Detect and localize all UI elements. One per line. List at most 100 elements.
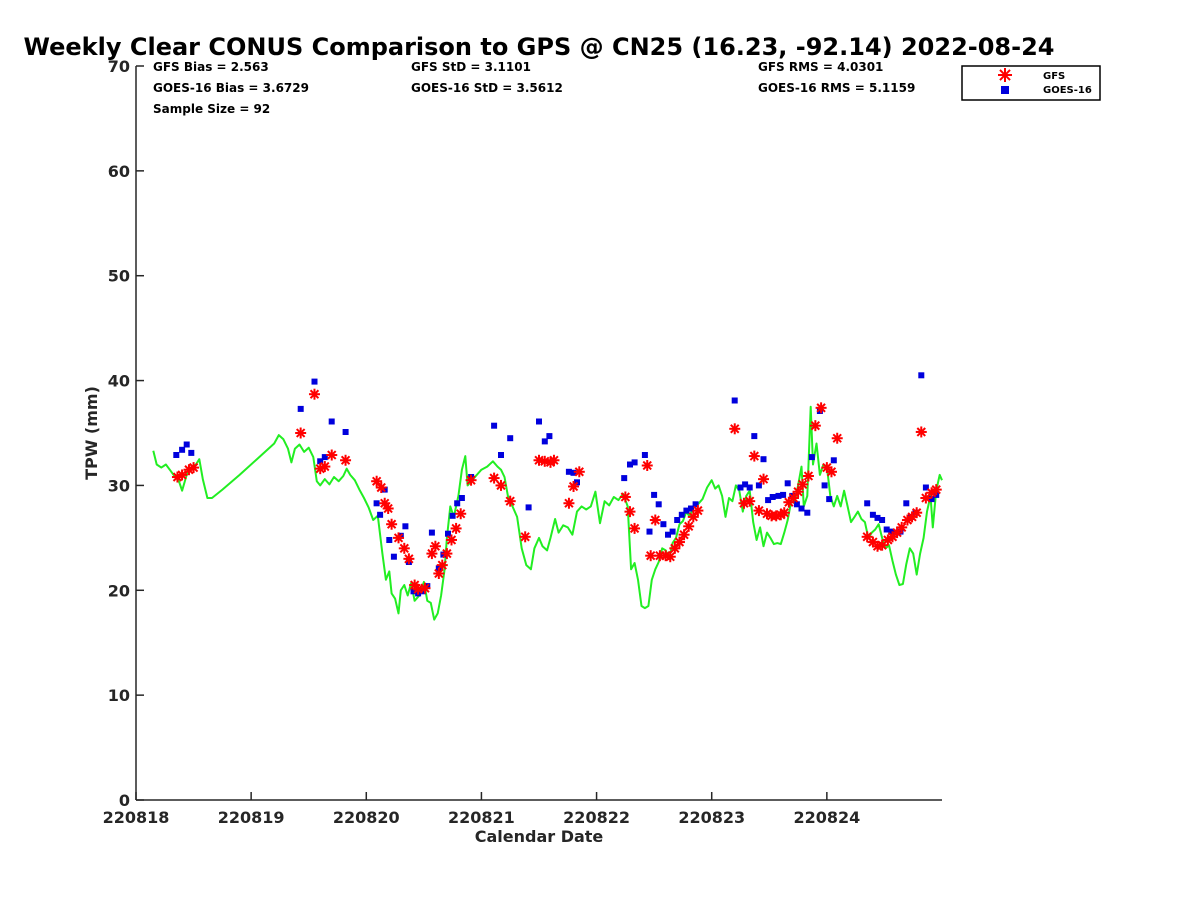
y-tick-label: 20 — [108, 581, 130, 600]
y-tick-label: 30 — [108, 476, 130, 495]
asterisk-stroke — [660, 551, 671, 561]
stat-goes-bias: GOES-16 Bias = 3.6729 — [153, 81, 309, 95]
y-tick-label: 50 — [108, 267, 130, 286]
gfs-point — [295, 427, 307, 439]
gfs-point — [450, 522, 462, 534]
asterisk-stroke — [754, 505, 764, 516]
y-tick-label: 60 — [108, 162, 130, 181]
gfs-point — [792, 486, 804, 498]
goes-point — [445, 530, 451, 537]
goes-point — [864, 500, 871, 507]
gfs-point — [308, 388, 320, 400]
asterisk-stroke — [376, 482, 386, 493]
goes-point — [688, 505, 694, 512]
goes-point — [922, 484, 929, 491]
legend-goes-square-icon — [1001, 86, 1009, 94]
goes-point — [674, 517, 681, 523]
goes-point — [428, 529, 435, 536]
gfs-point — [619, 491, 631, 503]
gfs-point — [382, 502, 394, 514]
asterisk-stroke — [674, 537, 685, 547]
stat-gfs-std: GFS StD = 3.1101 — [411, 60, 531, 74]
goes-point — [525, 504, 532, 511]
goes-point — [651, 491, 658, 498]
gfs-point — [649, 514, 661, 526]
gfs-point — [445, 534, 457, 546]
x-tick-label: 220818 — [103, 808, 170, 827]
asterisk-stroke — [810, 420, 821, 431]
goes-point — [627, 461, 633, 468]
asterisk-stroke — [758, 474, 769, 484]
asterisk-stroke — [912, 508, 922, 518]
legend-gfs-asterisk-icon — [998, 68, 1012, 82]
goes-point — [631, 459, 638, 466]
gfs-point — [692, 505, 704, 517]
gfs-point — [673, 536, 685, 548]
gfs-point — [403, 553, 415, 565]
asterisk-stroke — [832, 433, 842, 443]
goes-point — [183, 441, 190, 448]
legend-gfs-asterisk — [998, 68, 1012, 82]
asterisk-stroke — [434, 568, 444, 579]
y-tick-label: 10 — [108, 686, 130, 705]
asterisk-stroke — [650, 515, 660, 525]
goes-point — [410, 588, 417, 595]
gfs-point — [645, 550, 657, 562]
asterisk-stroke — [177, 470, 187, 480]
gfs-point — [371, 475, 383, 487]
goes-point — [769, 494, 776, 500]
asterisk-stroke — [549, 455, 559, 465]
goes-point — [869, 511, 876, 518]
chart-title: Weekly Clear CONUS Comparison to GPS @ C… — [24, 33, 1055, 61]
stat-gfs-bias: GFS Bias = 2.563 — [153, 60, 269, 74]
y-tick-label: 40 — [108, 372, 130, 391]
gfs-point — [758, 473, 770, 485]
asterisk-stroke — [779, 508, 789, 518]
goes-point — [808, 454, 815, 461]
asterisk-stroke — [730, 424, 740, 434]
asterisk-stroke — [442, 548, 452, 559]
gfs-point — [687, 511, 699, 523]
x-tick-label: 220819 — [218, 808, 285, 827]
legend-box — [961, 65, 1101, 101]
goes-point — [742, 481, 749, 488]
asterisk-stroke — [564, 498, 574, 508]
asterisk-stroke — [320, 461, 330, 472]
goes-point — [390, 553, 397, 560]
goes-point — [660, 521, 667, 528]
asterisk-stroke — [413, 584, 423, 594]
goes-point — [641, 452, 648, 458]
y-axis-label: TPW (mm) — [82, 386, 101, 480]
gfs-point — [326, 449, 338, 461]
asterisk-stroke — [670, 543, 680, 554]
asterisk-stroke — [309, 389, 320, 399]
goes-point — [321, 454, 328, 461]
asterisk-stroke — [420, 583, 430, 593]
goes-point — [760, 456, 767, 463]
asterisk-stroke — [505, 496, 515, 506]
gfs-point — [729, 423, 741, 435]
gfs-point — [563, 497, 575, 509]
goes-point — [536, 418, 542, 425]
goes-point — [888, 528, 895, 535]
goes-point — [883, 526, 890, 533]
gfs-point — [825, 466, 837, 478]
gfs-point — [797, 478, 809, 490]
stat-sample-size: Sample Size = 92 — [153, 102, 270, 116]
asterisk-stroke — [868, 537, 878, 547]
asterisk-stroke — [684, 521, 694, 531]
gfs-point — [495, 479, 507, 491]
asterisk-stroke — [798, 479, 808, 490]
asterisk-stroke — [788, 493, 799, 503]
gfs-point — [340, 454, 352, 466]
asterisk-stroke — [745, 496, 755, 506]
x-tick-label: 220823 — [678, 808, 745, 827]
gfs-point — [519, 531, 531, 543]
asterisk-stroke — [489, 473, 499, 483]
asterisk-stroke — [803, 471, 814, 481]
asterisk-stroke — [931, 484, 941, 495]
asterisk-stroke — [430, 541, 441, 551]
goes-point — [897, 528, 904, 535]
goes-point — [826, 496, 833, 503]
gfs-point — [831, 432, 843, 444]
